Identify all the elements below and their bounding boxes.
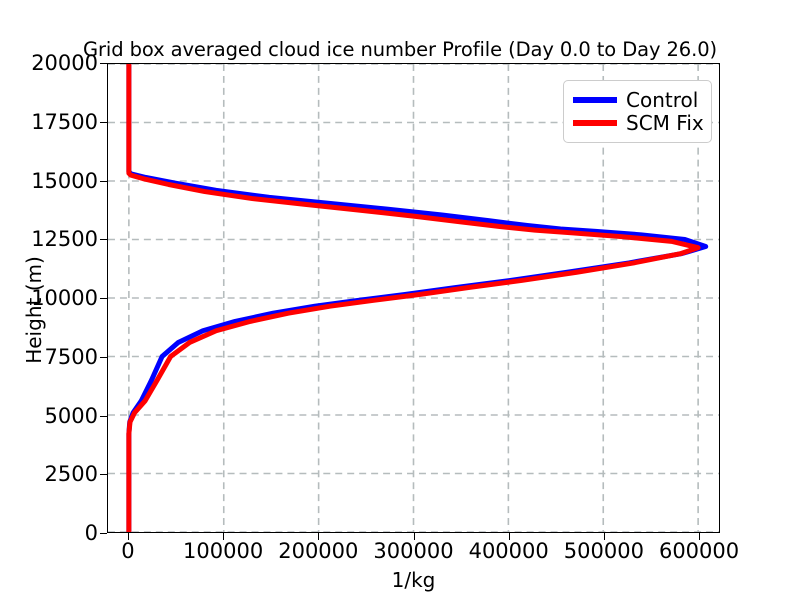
legend-item-control[interactable]: Control xyxy=(573,87,702,112)
y-tick-label: 5000 xyxy=(44,403,98,428)
legend-color-swatch xyxy=(573,96,617,103)
y-tick-mark xyxy=(100,474,107,476)
x-tick-mark xyxy=(223,533,225,540)
legend-item-scm-fix[interactable]: SCM Fix xyxy=(573,110,704,135)
y-tick-label: 17500 xyxy=(31,109,98,134)
legend-label: SCM Fix xyxy=(626,110,704,135)
x-tick-mark xyxy=(508,533,510,540)
y-tick-mark xyxy=(100,356,107,358)
curve-scm-fix xyxy=(126,64,701,532)
y-tick-label: 7500 xyxy=(44,344,98,369)
x-tick-mark xyxy=(603,533,605,540)
x-tick-label: 600000 xyxy=(658,539,740,563)
y-tick-mark xyxy=(100,239,107,241)
x-tick-label: 0 xyxy=(121,539,135,563)
y-tick-mark xyxy=(100,415,107,417)
y-tick-label: 20000 xyxy=(31,51,98,75)
x-axis-label: 1/kg xyxy=(391,568,436,592)
x-tick-mark xyxy=(699,533,701,540)
y-tick-label: 0 xyxy=(84,521,98,545)
x-tick-label: 500000 xyxy=(563,539,644,563)
y-tick-label: 15000 xyxy=(31,168,98,193)
x-tick-mark xyxy=(318,533,320,540)
x-tick-label: 300000 xyxy=(373,539,454,563)
legend[interactable]: Control SCM Fix xyxy=(563,80,712,143)
chart-title: Grid box averaged cloud ice number Profi… xyxy=(82,38,718,61)
y-tick-mark xyxy=(100,533,107,534)
y-tick-mark xyxy=(100,180,107,182)
legend-label: Control xyxy=(626,87,699,112)
y-tick-mark xyxy=(100,63,107,64)
y-tick-label: 12500 xyxy=(31,227,98,252)
x-tick-label: 100000 xyxy=(183,539,264,563)
x-tick-mark xyxy=(413,533,415,540)
y-tick-mark xyxy=(100,298,107,299)
x-tick-label: 400000 xyxy=(468,539,549,563)
y-tick-mark xyxy=(100,121,107,123)
x-tick-mark xyxy=(127,533,129,540)
legend-color-swatch xyxy=(573,119,617,126)
y-tick-label: 10000 xyxy=(31,286,98,310)
y-axis-label: Height (m) xyxy=(22,256,46,364)
x-tick-label: 200000 xyxy=(278,539,359,563)
data-curves xyxy=(126,64,709,532)
y-tick-label: 2500 xyxy=(44,462,98,487)
